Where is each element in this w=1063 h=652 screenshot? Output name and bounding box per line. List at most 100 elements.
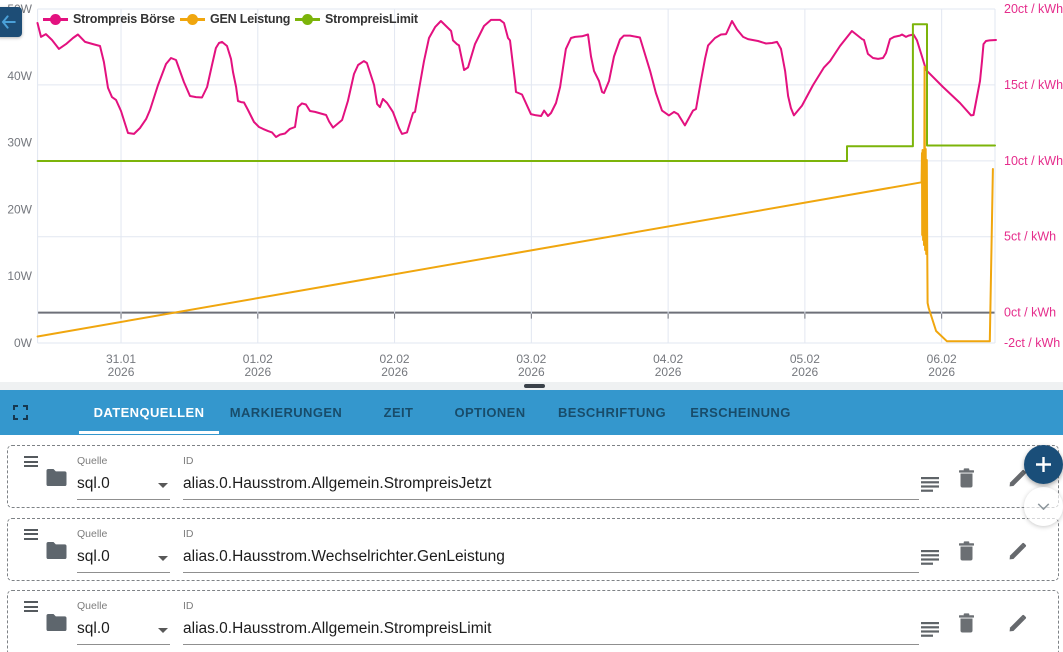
left-axis-label: 40W <box>7 69 32 83</box>
legend-label: StrompreisLimit <box>325 12 418 26</box>
legend-label: GEN Leistung <box>210 12 291 26</box>
line-settings-button[interactable] <box>921 477 939 497</box>
chevron-down-icon <box>1037 503 1050 510</box>
datasource-row: Quelle sql.0 ID alias.0.Hausstrom.Allgemein… <box>7 590 1059 652</box>
dropdown-arrow-icon[interactable] <box>158 555 168 561</box>
tab-markierungen[interactable]: MARKIERUNGEN <box>229 405 343 420</box>
plus-icon <box>1036 457 1051 472</box>
x-axis-label: 06.02 <box>927 352 957 366</box>
id-underline <box>183 499 919 500</box>
right-axis-label: 5ct / kWh <box>1004 230 1056 244</box>
quelle-underline <box>77 499 170 500</box>
legend-label: Strompreis Börse <box>73 12 175 26</box>
editor-toolbar: DATENQUELLEN MARKIERUNGEN ZEIT OPTIONEN BESC… <box>0 390 1063 435</box>
x-axis-label: 01.02 <box>243 352 273 366</box>
x-axis-label-year: 2026 <box>244 365 271 379</box>
id-underline <box>183 571 919 573</box>
right-axis-label: 10ct / kWh <box>1004 154 1063 168</box>
series-line-0[interactable] <box>36 18 997 138</box>
tab-beschriftung[interactable]: BESCHRIFTUNG <box>557 405 667 420</box>
add-datasource-button[interactable] <box>1024 445 1063 484</box>
edit-row-button[interactable] <box>1008 542 1027 566</box>
back-arrow-icon <box>1 15 16 29</box>
quelle-select-value[interactable]: sql.0 <box>77 620 110 637</box>
line-settings-button[interactable] <box>921 549 939 570</box>
x-axis-label-year: 2026 <box>655 365 682 379</box>
tab-datenquellen[interactable]: DATENQUELLEN <box>93 405 205 420</box>
right-axis-label: -2ct / kWh <box>1004 336 1060 350</box>
edit-icon <box>1009 542 1027 559</box>
fullscreen-icon <box>12 404 28 420</box>
legend-marker-icon <box>295 13 320 25</box>
legend-item[interactable]: Strompreis Börse <box>43 11 175 27</box>
edit-icon <box>1009 469 1027 487</box>
lines-icon <box>921 622 939 637</box>
series-line-2[interactable] <box>36 23 996 162</box>
delete-icon <box>959 468 974 488</box>
back-button[interactable] <box>0 7 22 37</box>
id-input[interactable]: alias.0.Hausstrom.Allgemein.StrompreisLi… <box>183 620 492 637</box>
quelle-underline <box>77 644 170 645</box>
x-axis-label-year: 2026 <box>381 365 408 379</box>
x-axis-label: 04.02 <box>653 352 683 366</box>
fullscreen-button[interactable] <box>9 401 31 423</box>
series-line-1[interactable] <box>36 65 994 343</box>
id-underline <box>183 644 919 645</box>
id-field-label: ID <box>183 527 194 540</box>
left-axis-label: 0W <box>14 336 33 350</box>
right-axis-label: 15ct / kWh <box>1004 78 1063 92</box>
scrollbar-thumb[interactable] <box>524 383 545 388</box>
left-axis-label: 10W <box>7 269 32 283</box>
dropdown-arrow-icon[interactable] <box>158 483 168 488</box>
quelle-field-label: Quelle <box>77 600 108 612</box>
tab-erscheinung[interactable]: ERSCHEINUNG <box>690 405 791 420</box>
quelle-field-label: Quelle <box>77 527 108 540</box>
x-axis-label-year: 2026 <box>792 365 819 379</box>
edit-icon <box>1009 614 1027 632</box>
folder-icon-button[interactable] <box>45 468 68 492</box>
quelle-select-value[interactable]: sql.0 <box>77 475 110 492</box>
folder-icon-button[interactable] <box>45 541 68 565</box>
delete-row-button[interactable] <box>958 468 975 493</box>
x-axis-label: 03.02 <box>516 352 546 366</box>
legend-marker-icon <box>180 13 205 25</box>
delete-icon <box>959 613 974 633</box>
quelle-underline <box>77 571 170 573</box>
legend-item[interactable]: GEN Leistung <box>180 11 290 27</box>
legend-item[interactable]: StrompreisLimit <box>295 11 418 27</box>
delete-row-button[interactable] <box>958 540 975 566</box>
delete-icon <box>959 540 974 560</box>
drag-handle-icon[interactable] <box>24 456 38 468</box>
drag-handle-icon[interactable] <box>24 601 38 613</box>
id-input[interactable]: alias.0.Hausstrom.Allgemein.StrompreisJe… <box>183 475 492 492</box>
right-axis-label: 20ct / kWh <box>1004 2 1063 16</box>
id-field-label: ID <box>183 455 194 467</box>
folder-icon <box>46 614 67 631</box>
id-input[interactable]: alias.0.Hausstrom.Wechselrichter.GenLeis… <box>183 547 505 565</box>
delete-row-button[interactable] <box>958 613 975 638</box>
dropdown-arrow-icon[interactable] <box>158 628 168 633</box>
edit-row-button[interactable] <box>1008 614 1027 638</box>
legend-marker-icon <box>43 13 68 25</box>
edit-row-button[interactable] <box>1008 469 1027 493</box>
x-axis-label: 02.02 <box>380 352 410 366</box>
x-axis-label-year: 2026 <box>108 365 135 379</box>
horizontal-scrollbar[interactable] <box>0 382 1063 390</box>
folder-icon-button[interactable] <box>45 613 68 637</box>
scroll-down-button[interactable] <box>1024 487 1063 526</box>
x-axis-label: 31.01 <box>106 352 136 366</box>
x-axis-label-year: 2026 <box>928 365 955 379</box>
right-axis-label: 0ct / kWh <box>1004 306 1056 320</box>
tab-optionen[interactable]: OPTIONEN <box>454 405 526 420</box>
left-axis-label: 30W <box>7 136 32 150</box>
left-axis-label: 20W <box>7 202 32 216</box>
active-tab-underline <box>79 431 219 434</box>
drag-handle-icon[interactable] <box>24 528 38 541</box>
quelle-field-label: Quelle <box>77 455 108 467</box>
tab-zeit[interactable]: ZEIT <box>383 405 414 420</box>
line-settings-button[interactable] <box>921 622 939 642</box>
quelle-select-value[interactable]: sql.0 <box>77 547 110 565</box>
